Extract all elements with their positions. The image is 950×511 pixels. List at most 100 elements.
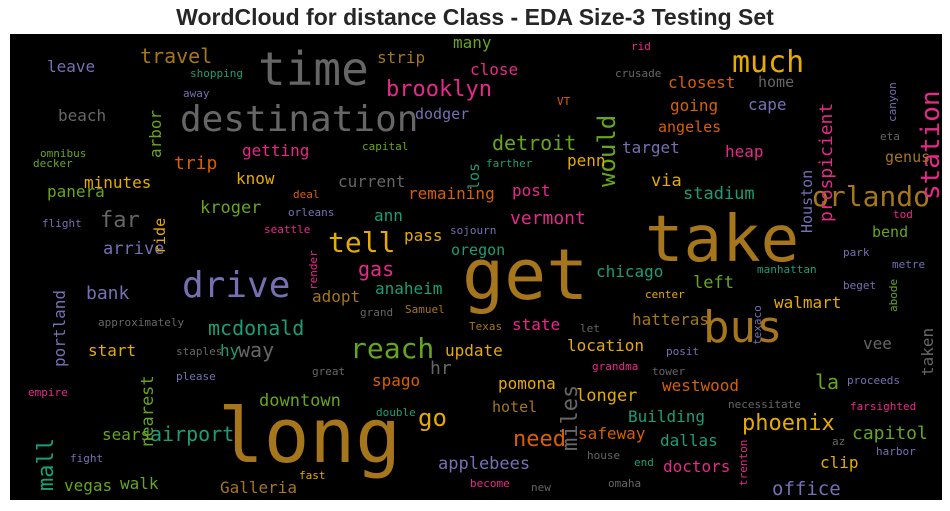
word-house: house: [587, 449, 621, 462]
word-houston: Houston: [798, 169, 816, 233]
word-tod: tod: [893, 208, 913, 221]
word-pomona: pomona: [498, 374, 556, 393]
word-approximately: approximately: [98, 316, 185, 329]
word-dallas: dallas: [660, 431, 718, 450]
word-go: go: [418, 404, 447, 432]
word-update: update: [445, 341, 503, 360]
word-mall: mall: [34, 438, 59, 491]
word-prospicient: prospicient: [816, 102, 837, 222]
word-let: let: [580, 322, 600, 335]
word-mcdonald: mcdonald: [208, 316, 305, 340]
word-orlando: orlando: [812, 180, 931, 213]
word-ride: ride: [151, 217, 169, 254]
word-need: need: [513, 427, 566, 452]
word-long: long: [218, 391, 402, 480]
word-vt: VT: [557, 95, 571, 108]
word-texaco: texaco: [751, 305, 764, 345]
word-necessitate: necessitate: [728, 398, 801, 411]
word-staples: staples: [176, 345, 223, 358]
word-galleria: Galleria: [220, 478, 298, 497]
word-target: target: [622, 138, 680, 157]
word-way: way: [238, 338, 275, 362]
word-render: render: [307, 250, 320, 290]
word-westwood: westwood: [662, 376, 740, 395]
word-state: state: [512, 315, 561, 334]
word-orleans: orleans: [288, 206, 335, 219]
word-la: la: [815, 370, 840, 394]
word-ann: ann: [374, 206, 403, 225]
word-oregon: oregon: [451, 241, 506, 259]
word-beach: beach: [58, 106, 107, 125]
word-kroger: kroger: [200, 198, 262, 218]
word-posit: posit: [666, 345, 700, 358]
word-fast: fast: [299, 469, 326, 482]
word-cape: cape: [748, 95, 787, 114]
word-post: post: [512, 181, 551, 200]
word-applebees: applebees: [438, 454, 531, 474]
word-phoenix: phoenix: [742, 411, 835, 436]
word-angeles: angeles: [658, 118, 722, 136]
word-panera: panera: [47, 182, 105, 201]
word-detroit: detroit: [492, 131, 577, 155]
word-vegas: vegas: [64, 476, 113, 495]
word-capitol: capitol: [852, 423, 928, 444]
word-drive: drive: [182, 265, 291, 306]
word-away: away: [183, 87, 210, 100]
word-seattle: seattle: [264, 223, 311, 236]
word-longer: longer: [576, 386, 638, 406]
word-crusade: crusade: [615, 67, 662, 80]
word-trip: trip: [174, 153, 218, 174]
word-closest: closest: [668, 73, 736, 92]
word-station: station: [916, 90, 942, 200]
word-airport: airport: [150, 422, 235, 446]
word-grandma: grandma: [592, 360, 639, 373]
word-capital: capital: [362, 140, 409, 153]
word-hotel: hotel: [492, 398, 538, 416]
word-remaining: remaining: [408, 184, 495, 203]
word-decker: decker: [33, 157, 73, 170]
word-safeway: safeway: [578, 424, 646, 443]
word-please: please: [176, 370, 216, 383]
word-know: know: [236, 169, 275, 188]
word-close: close: [470, 60, 519, 79]
word-great: great: [312, 365, 346, 378]
word-far: far: [100, 208, 140, 233]
word-bank: bank: [86, 283, 130, 304]
word-metre: metre: [892, 258, 926, 271]
word-arrive: arrive: [103, 239, 165, 259]
word-doctors: doctors: [663, 457, 731, 476]
word-anaheim: anaheim: [375, 279, 443, 298]
word-destination: destination: [180, 99, 419, 140]
word-genus: genus: [885, 148, 931, 166]
word-deal: deal: [293, 188, 320, 201]
word-proceeds: proceeds: [847, 374, 900, 387]
word-stadium: stadium: [683, 184, 755, 204]
word-beget: beget: [843, 279, 877, 292]
word-abode: abode: [887, 278, 900, 312]
word-vermont: vermont: [510, 208, 586, 229]
word-many: many: [453, 34, 492, 52]
word-rid: rid: [631, 40, 651, 53]
word-leave: leave: [47, 57, 96, 76]
word-hr: hr: [430, 358, 452, 379]
word-harbor: harbor: [876, 445, 916, 458]
word-sojourn: sojourn: [450, 224, 497, 237]
word-reach: reach: [350, 332, 435, 365]
word-eta: eta: [880, 130, 900, 143]
word-location: location: [567, 336, 645, 355]
word-strip: strip: [377, 48, 426, 67]
word-az: az: [832, 435, 846, 448]
word-portland: portland: [50, 289, 69, 367]
word-canyon: canyon: [886, 82, 899, 122]
word-fight: fight: [70, 452, 104, 465]
chart-title: WordCloud for distance Class - EDA Size-…: [176, 4, 774, 30]
word-take: take: [645, 203, 800, 277]
word-adopt: adopt: [312, 287, 361, 306]
word-current: current: [338, 172, 406, 191]
word-heap: heap: [725, 142, 764, 161]
word-end: end: [634, 456, 654, 469]
word-los: los: [465, 162, 483, 190]
word-travel: travel: [140, 44, 213, 68]
word-tower: tower: [652, 365, 686, 378]
word-walk: walk: [120, 474, 159, 493]
